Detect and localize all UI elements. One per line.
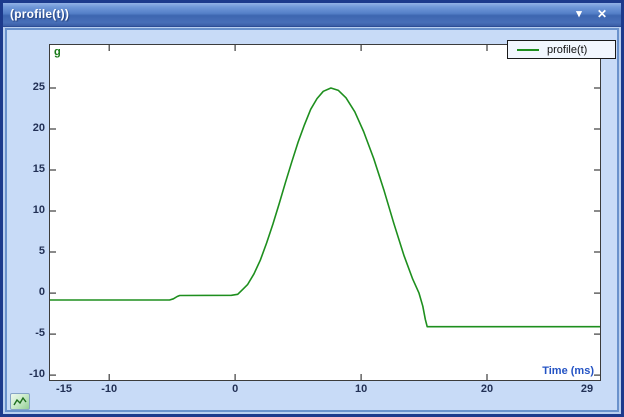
y-tick-label: -10 [29, 368, 45, 381]
x-tick-label: -15 [56, 383, 72, 395]
y-tick-label: -5 [35, 327, 45, 340]
y-tick-label: 15 [32, 163, 45, 175]
y-axis-unit-label: g [54, 46, 61, 58]
y-tick-label: 20 [32, 121, 45, 134]
title-bar[interactable]: (profile(t)) ▾ ✕ [3, 3, 621, 27]
legend[interactable]: profile(t) [507, 40, 616, 59]
legend-line-sample [517, 48, 539, 51]
x-axis-title: Time (ms) [542, 365, 594, 377]
x-tick-label: -10 [101, 383, 118, 395]
x-tick-label: 0 [232, 383, 239, 395]
y-tick-label: 0 [38, 286, 45, 299]
y-tick-label: 5 [38, 245, 45, 258]
profile-curve-canvas [50, 45, 600, 380]
legend-label: profile(t) [547, 43, 588, 56]
mini-chart-glyph [13, 396, 27, 406]
x-tick-label: 10 [354, 383, 368, 395]
window-title: (profile(t)) [10, 7, 70, 21]
x-tick-label: 29 [580, 383, 594, 395]
y-tick-label: 25 [32, 80, 45, 93]
x-tick-label: 20 [480, 383, 494, 395]
chart-thumbnail-icon[interactable] [10, 393, 30, 410]
chevron-down-icon[interactable]: ▾ [576, 8, 582, 20]
y-tick-label: 10 [32, 204, 45, 217]
plot-area[interactable] [49, 44, 601, 381]
close-icon[interactable]: ✕ [596, 7, 608, 21]
